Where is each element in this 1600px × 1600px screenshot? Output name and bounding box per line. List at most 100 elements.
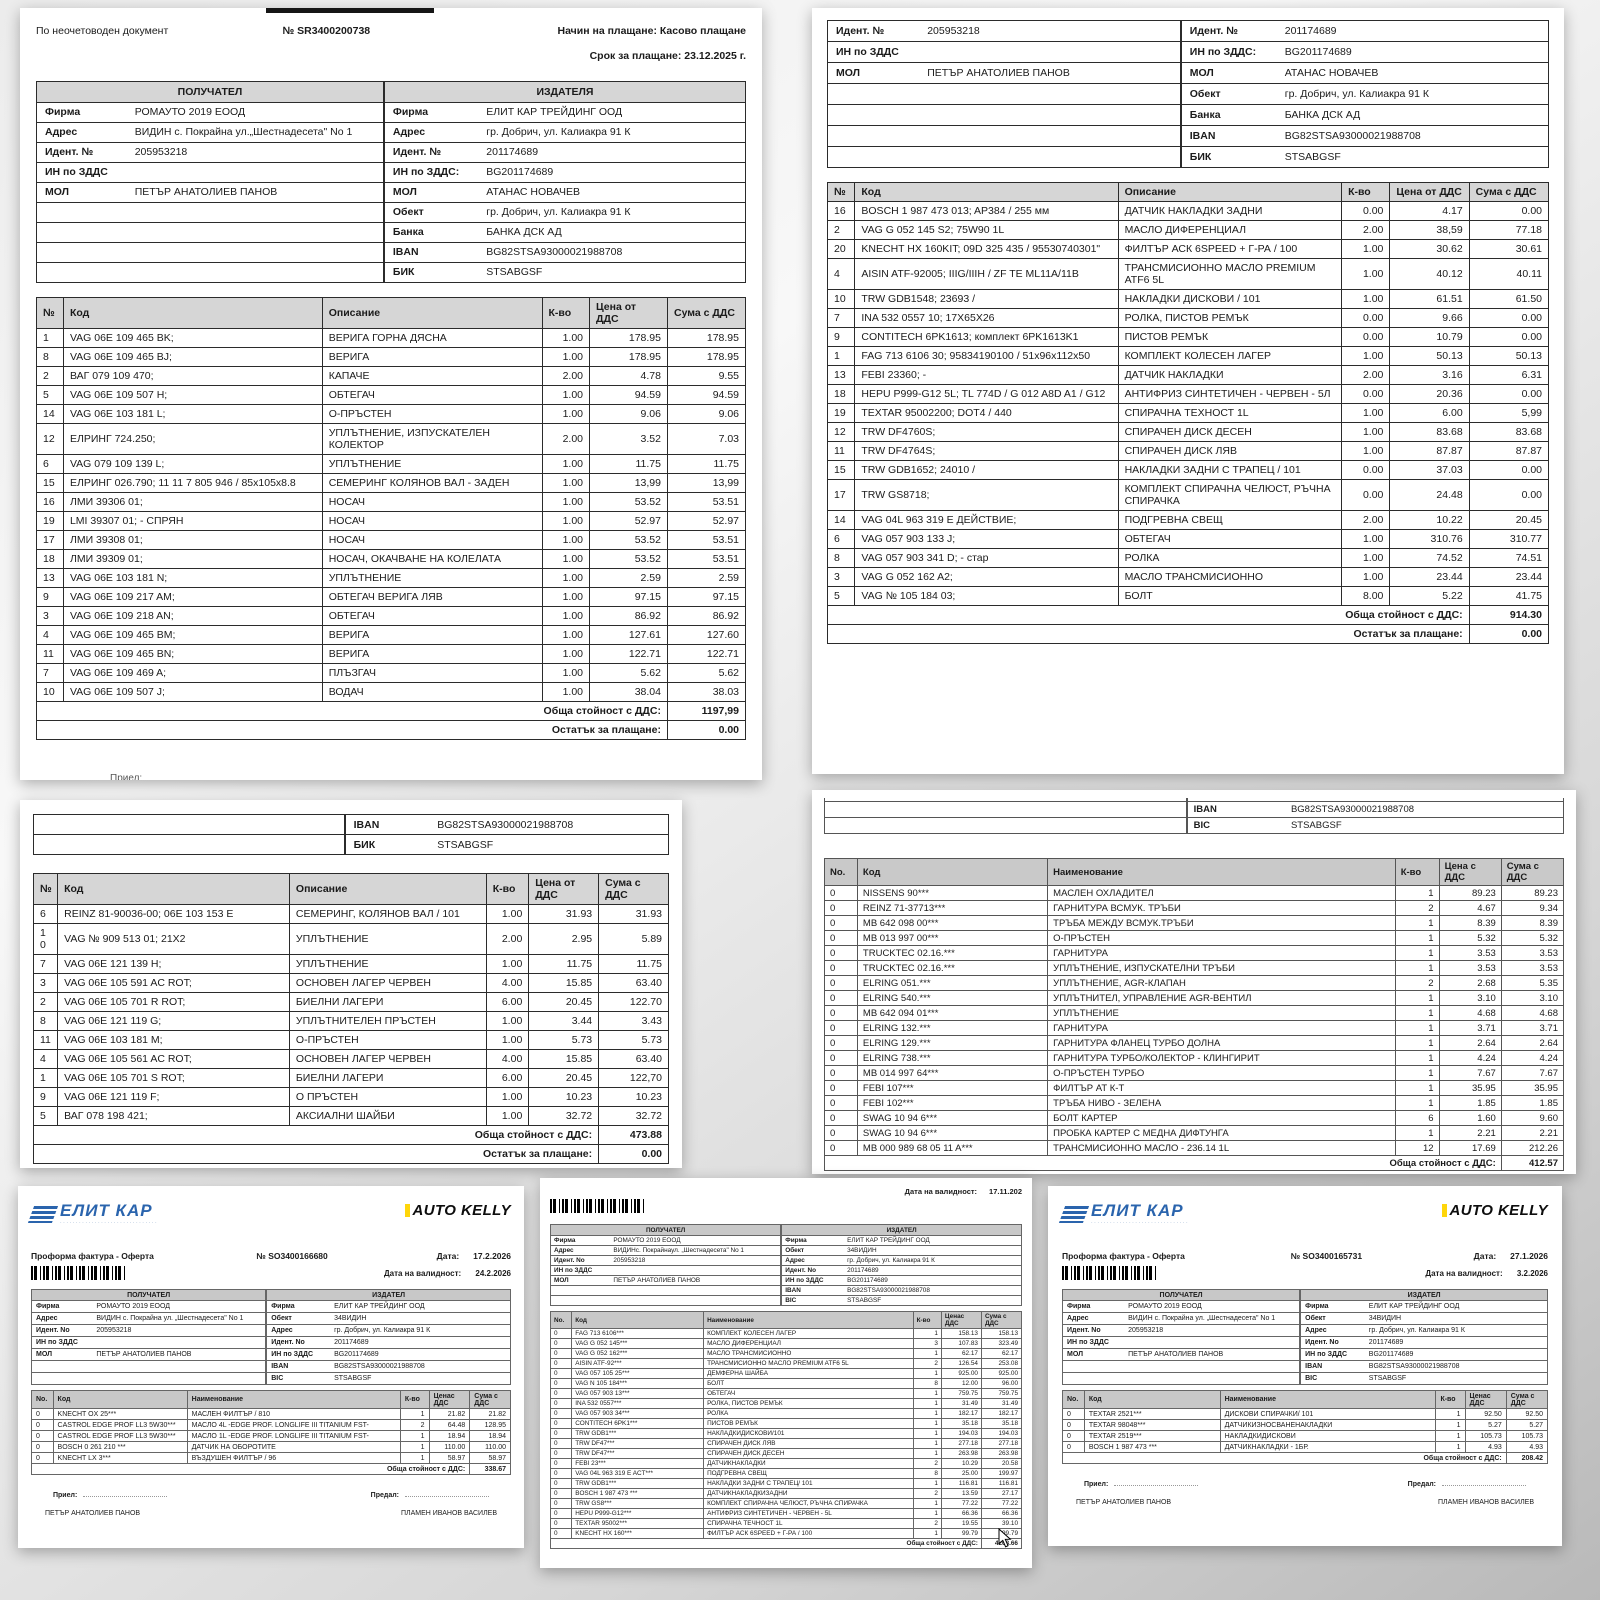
table-cell: 1 [1394, 945, 1440, 961]
table-cell: ИН по ЗДДС: [1181, 41, 1277, 63]
table-cell: TRW GDB1548; 23693 / [854, 289, 1119, 309]
table-cell: 1 [912, 1368, 942, 1379]
table-cell: НОСАЧ [321, 510, 543, 531]
table-cell: 4.93 [1505, 1441, 1549, 1453]
table-row: 0 FEBI 23*** ДАТЧИКНАКЛАДКИ 2 10.29 20.58 [549, 1458, 1023, 1469]
table-cell: ПРОБКА КАРТЕР С МЕДНА ДИФТУНГА [1047, 1125, 1396, 1141]
parties-section: Идент. № 205953218 ИН по ЗДДС МОЛ ПЕТЪР АНАТ… [827, 20, 1549, 168]
table-row: 0 KNECHT LX 3*** ВЪЗДУШЕН ФИЛТЪР / 96 1 58.9… [31, 1452, 511, 1464]
table-cell: 6 [826, 529, 856, 549]
table-cell: гр. Добрич, ул. Калиакра 91 К [478, 121, 746, 143]
table-cell: 2 [912, 1358, 942, 1369]
table-cell: 0.00 [1341, 327, 1391, 347]
table-cell: 13 [826, 365, 856, 385]
table-cell: 759.75 [980, 1388, 1023, 1399]
column-header: № [36, 296, 64, 329]
table-row: 7 INA 532 0557 10; 17X65X26 РОЛКА, ПИСТОВ … [826, 308, 1550, 328]
table-cell: 0 [549, 1448, 573, 1459]
table-cell: 127.60 [666, 624, 747, 645]
barcode [550, 1199, 646, 1213]
table-row: 11 TRW DF4764S; СПИРАЧЕН ДИСК ЛЯВ 1.00 87.87… [826, 441, 1550, 461]
table-cell: НАКЛАДКИ ЗАДНИ С ТРАПЕЦ / 101 [1117, 460, 1343, 480]
column-header: Ценас ДДС [940, 1311, 982, 1329]
table-cell: 178.95 [589, 346, 668, 367]
table-cell: ЕЛИТ КАР ТРЕЙДИНГ ООД [844, 1235, 1022, 1246]
table-cell: HEPU P999-G12 5L; TL 774D / G 012 A8D A1… [854, 384, 1119, 404]
auto-kelly-logo: AUTO KELLY [1441, 1202, 1548, 1219]
table-cell: 1.60 [1438, 1110, 1502, 1126]
table-cell: ГАРНИТУРА ВСМУК. ТРЪБИ [1047, 900, 1396, 916]
table-cell: 110.00 [428, 1441, 471, 1453]
table-cell: МОЛ [1062, 1348, 1125, 1361]
table-cell: СПИРАЧЕН ДИСК ДЕСЕН [1117, 422, 1343, 442]
table-cell: 1.00 [541, 472, 590, 493]
table-cell: 5 [36, 384, 64, 405]
table-cell: SWAG 10 94 6*** [856, 1125, 1049, 1141]
table-row: Фирма РОМАУТО 2019 ЕООД [31, 1300, 266, 1313]
table-row [36, 241, 384, 263]
table-cell: МОЛ [550, 1275, 611, 1286]
table-cell: 77.22 [940, 1498, 982, 1509]
table-cell: 6.31 [1468, 365, 1550, 385]
table-cell: 30.61 [1468, 239, 1550, 259]
table-cell: Фирма [36, 101, 127, 123]
table-cell: 0 [549, 1358, 573, 1369]
table-cell: VAG 06E 109 465 BK; [62, 327, 323, 348]
table-cell: НАКЛАДКИДИСКОВИ [1219, 1430, 1437, 1442]
table-cell: РОМАУТО 2019 ЕООД [126, 101, 384, 123]
table-cell: 0.00 [1341, 201, 1391, 221]
table-cell: 0.00 [1468, 201, 1550, 221]
table-cell: 53.51 [666, 529, 747, 550]
table-cell: 8 [32, 1011, 59, 1031]
table-cell: 66.36 [940, 1508, 982, 1519]
table-cell: 201174689 [330, 1336, 511, 1349]
table-cell: 14 [36, 403, 64, 424]
column-header: Описание [321, 296, 543, 329]
table-row: 0 INA 532 0557*** РОЛКА, ПИСТОВ РЕМЪК 1 31.4… [549, 1398, 1023, 1409]
table-cell: 92.50 [1505, 1408, 1549, 1420]
table-cell: 12 [826, 422, 856, 442]
table-cell: 13,99 [666, 472, 747, 493]
table-cell: 31.93 [528, 904, 600, 924]
table-cell: 194.03 [980, 1428, 1023, 1439]
table-cell: СЕМЕРИНГ, КОЛЯНОВ ВАЛ / 101 [288, 904, 487, 924]
column-header: Код [62, 296, 323, 329]
table-cell: 2.00 [1341, 365, 1391, 385]
table-cell: INA 532 0557*** [571, 1398, 705, 1409]
total-row: Обща стойност с ДДС: 473.88 [32, 1125, 669, 1145]
table-cell: 1.00 [485, 1011, 530, 1031]
table-row: 0 BOSCH 1 987 473 *** ДАТЧИКНАКЛАДКИЗАДНИ 2… [549, 1488, 1023, 1499]
table-cell: 7.03 [666, 422, 747, 455]
table-row: IBAN BG82STSA93000021988708 [345, 814, 669, 835]
receiver-name: ПЕТЪР АНАТОЛИЕВ ПАНОВ [1076, 1499, 1172, 1506]
table-cell: BOSCH 0 261 210 *** [52, 1441, 188, 1453]
table-cell: 9.55 [666, 365, 747, 386]
signer-names-row: ПЕТЪР АНАТОЛИЕВ ПАНОВ ПЛАМЕН ИВАНОВ ВАСИ… [31, 1510, 511, 1517]
table-row: Фирма ЕЛИТ КАР ТРЕЙДИНГ ООД [266, 1300, 511, 1313]
table-cell: VAG G 052 162*** [571, 1348, 705, 1359]
table-cell: Фирма [266, 1300, 331, 1313]
table-cell: 0.00 [1341, 479, 1391, 511]
table-cell: 323.49 [980, 1338, 1023, 1349]
table-cell: 27.17 [980, 1488, 1023, 1499]
table-row: ИН по ЗДДС: BG201174689 [384, 161, 746, 183]
table-cell: 20.36 [1389, 384, 1470, 404]
empty-cell [36, 201, 384, 223]
empty-cell [827, 146, 1181, 168]
column-header: К-во [1341, 182, 1391, 202]
table-cell: ДАТЧИКИЗНОСВАНЕНАКЛАДКИ [1219, 1419, 1437, 1431]
table-cell: ПЛЪЗГАЧ [321, 662, 543, 683]
elit-kar-stripes-icon [1058, 1206, 1090, 1223]
table-row: 15 TRW GDB1652; 24010 /НАКЛАДКИ ЗАДНИ С Т… [826, 460, 1550, 480]
table-cell: 2.64 [1500, 1035, 1565, 1051]
total-row: Обща стойност с ДДС: 412.57 [824, 1155, 1565, 1171]
table-cell: Обект [1181, 83, 1277, 105]
table-cell: AISIN ATF-92005; IIIG/IIIH / ZF TE ML11A… [854, 258, 1119, 290]
table-cell: 18 [826, 384, 856, 404]
table-cell: TRW DF4760S; [854, 422, 1119, 442]
table-cell: 86.92 [666, 605, 747, 626]
table-cell: МОЛ [1181, 62, 1277, 84]
party-header-cell: ИЗДАТЕЛ [781, 1224, 1022, 1236]
table-row: Фирма ЕЛИТ КАР ТРЕЙДИНГ ООД [384, 101, 746, 123]
table-cell: ВИДИН с. Покрайна ул. „Шестнадесета" No … [92, 1312, 266, 1325]
